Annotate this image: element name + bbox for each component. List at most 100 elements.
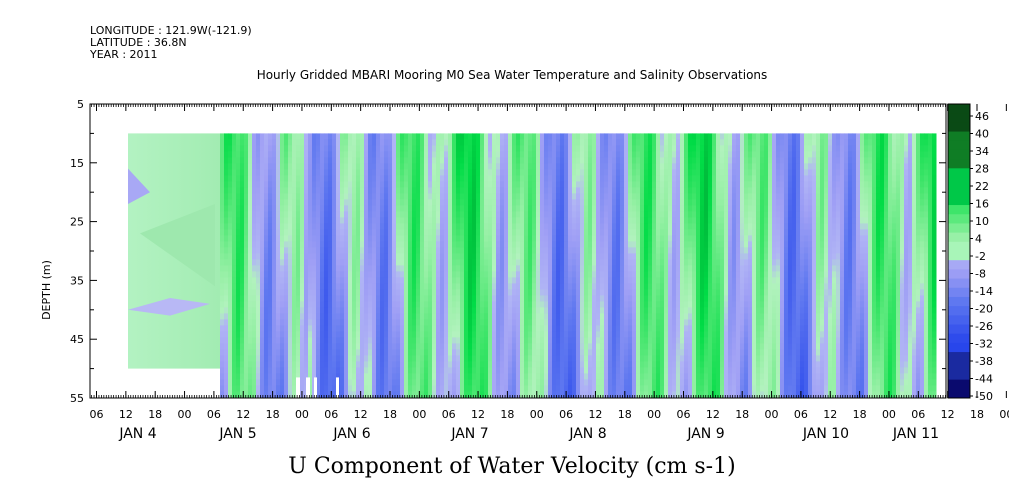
field-cell (520, 337, 525, 344)
field-cell (412, 283, 417, 290)
field-cell (220, 241, 225, 248)
field-cell (280, 265, 285, 272)
field-cell (612, 391, 617, 398)
field-cell (616, 217, 621, 224)
field-cell (508, 295, 513, 302)
field-cell (536, 223, 541, 230)
field-cell (276, 379, 281, 386)
field-cell (608, 235, 613, 242)
field-cell (632, 223, 637, 230)
field-cell (508, 277, 513, 284)
field-cell (220, 211, 225, 218)
field-cell (236, 235, 241, 242)
field-cell (384, 235, 389, 242)
field-cell (368, 373, 373, 380)
field-cell (632, 373, 637, 380)
field-cell (644, 193, 649, 200)
field-cell (324, 337, 329, 344)
field-cell (552, 205, 557, 212)
field-cell (612, 247, 617, 254)
field-cell (580, 157, 585, 164)
field-cell (460, 271, 465, 278)
field-cell (628, 307, 633, 314)
field-cell (536, 259, 541, 266)
field-cell (368, 265, 373, 272)
field-cell (304, 199, 309, 206)
field-cell (500, 217, 505, 224)
field-cell (380, 163, 385, 170)
field-cell (288, 133, 293, 140)
field-cell (224, 277, 229, 284)
field-cell (248, 217, 253, 224)
field-cell (584, 157, 589, 164)
field-cell (580, 361, 585, 368)
field-cell (452, 307, 457, 314)
field-cell (480, 181, 485, 188)
field-cell (440, 157, 445, 164)
field-cell (500, 325, 505, 332)
field-cell (580, 337, 585, 344)
field-cell (272, 259, 277, 266)
field-cell (376, 361, 381, 368)
field-cell (616, 319, 621, 326)
field-cell (576, 187, 581, 194)
field-cell (220, 325, 225, 332)
field-cell (316, 169, 321, 176)
field-cell (316, 175, 321, 182)
field-cell (600, 253, 605, 260)
field-cell (596, 145, 601, 152)
field-cell (488, 343, 493, 350)
field-cell (228, 175, 233, 182)
field-cell (444, 199, 449, 206)
field-cell (372, 301, 377, 308)
field-cell (644, 277, 649, 284)
field-cell (536, 157, 541, 164)
field-cell (428, 181, 433, 188)
field-cell (328, 307, 333, 314)
field-cell (288, 181, 293, 188)
field-cell (456, 205, 461, 212)
field-cell (340, 217, 345, 224)
field-cell (508, 181, 513, 188)
field-cell (388, 373, 393, 380)
field-cell (260, 139, 265, 146)
field-cell (248, 313, 253, 320)
field-cell (580, 133, 585, 140)
field-cell (264, 301, 269, 308)
field-cell (332, 169, 337, 176)
field-cell (368, 253, 373, 260)
field-cell (356, 331, 361, 338)
field-cell (568, 217, 573, 224)
field-cell (244, 181, 249, 188)
field-cell (496, 145, 501, 152)
field-cell (512, 229, 517, 236)
field-cell (500, 157, 505, 164)
field-cell (440, 235, 445, 242)
field-cell (384, 247, 389, 254)
field-cell (564, 253, 569, 260)
field-cell (240, 325, 245, 332)
field-cell (412, 133, 417, 140)
field-cell (276, 169, 281, 176)
field-cell (580, 271, 585, 278)
field-cell (484, 247, 489, 254)
field-cell (380, 235, 385, 242)
field-cell (404, 373, 409, 380)
field-cell (564, 235, 569, 242)
field-cell (404, 391, 409, 398)
field-cell (536, 199, 541, 206)
field-cell (392, 349, 397, 356)
field-cell (308, 169, 313, 176)
field-cell (280, 211, 285, 218)
field-cell (580, 241, 585, 248)
field-cell (460, 223, 465, 230)
field-cell (260, 361, 265, 368)
field-cell (652, 319, 657, 326)
field-cell (300, 325, 305, 332)
field-cell (428, 265, 433, 272)
field-cell (420, 193, 425, 200)
field-cell (528, 187, 533, 194)
field-cell (568, 247, 573, 254)
field-cell (424, 379, 429, 386)
field-cell (312, 361, 317, 368)
